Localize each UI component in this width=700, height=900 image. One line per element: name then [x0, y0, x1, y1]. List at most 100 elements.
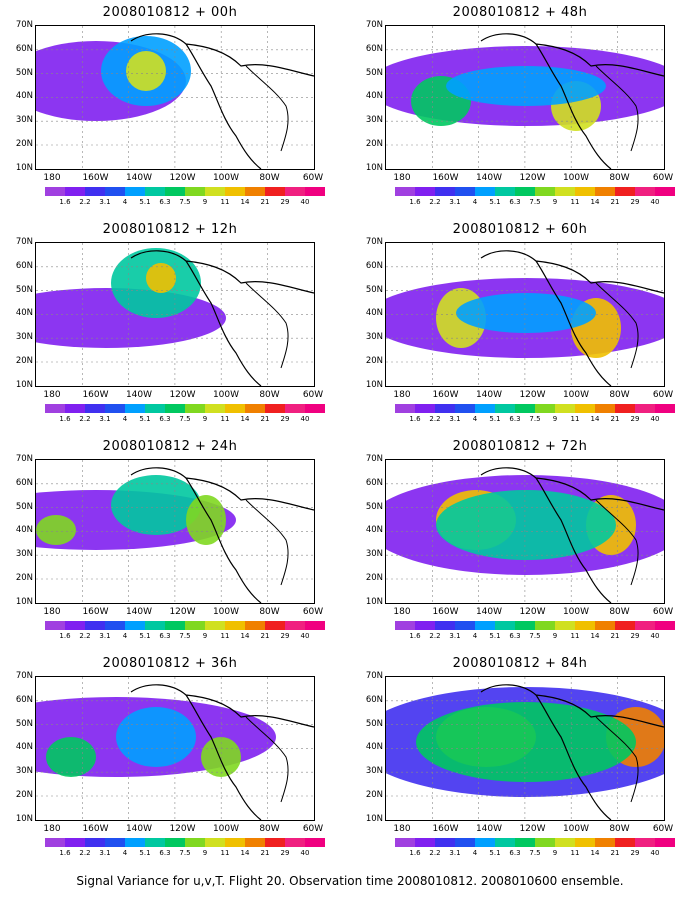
longitude-label: 140W: [125, 607, 153, 617]
colorbar-label: 1.6: [409, 415, 421, 423]
variance-map: [35, 25, 315, 170]
longitude-label: 160W: [82, 173, 109, 183]
longitude-label: 100W: [212, 824, 240, 834]
colorbar-label: 5.1: [139, 198, 151, 206]
colorbar-label: 4: [122, 415, 128, 423]
latitude-label: 20N: [15, 356, 33, 366]
panel-title: 2008010812 + 48h: [452, 5, 588, 20]
longitude-label: 120W: [169, 390, 196, 400]
colorbar-label: 1.6: [59, 198, 71, 206]
colorbar: [45, 404, 325, 413]
longitude-label: 140W: [475, 390, 503, 400]
colorbar-swatch: [555, 838, 575, 847]
latitude-label: 60N: [15, 43, 33, 54]
latitude-label: 60N: [365, 260, 383, 271]
colorbar-label: 14: [240, 415, 250, 423]
latitude-label: 30N: [365, 332, 383, 343]
colorbar-label: 2.2: [79, 415, 91, 423]
latitude-label: 40N: [365, 308, 383, 319]
latitude-label: 30N: [15, 549, 33, 560]
longitude-label: 160W: [82, 824, 109, 834]
colorbar-label: 9: [202, 849, 208, 857]
colorbar-label: 4: [472, 415, 478, 423]
longitude-label: 100W: [562, 607, 590, 617]
longitude-label: 180: [43, 173, 61, 183]
colorbar-swatch: [45, 187, 65, 196]
colorbar-swatch: [165, 187, 185, 196]
longitude-label: 80W: [609, 173, 630, 183]
colorbar-swatch: [515, 838, 535, 847]
colorbar-label: 21: [610, 849, 620, 857]
colorbar-swatch: [145, 404, 165, 413]
latitude-label: 10N: [365, 813, 383, 824]
panel-title: 2008010812 + 00h: [102, 5, 238, 20]
colorbar-swatch: [575, 404, 595, 413]
colorbar-label: 14: [590, 415, 600, 423]
colorbar-swatch: [205, 187, 225, 196]
colorbar-label: 11: [570, 849, 580, 857]
latitude-label: 50N: [15, 718, 33, 729]
colorbar-swatch: [185, 187, 205, 196]
latitude-label: 70N: [365, 454, 383, 464]
colorbar-swatch: [185, 621, 205, 630]
latitude-label: 20N: [15, 139, 33, 149]
colorbar-label: 9: [552, 632, 558, 640]
colorbar-swatch: [395, 404, 415, 413]
latitude-label: 10N: [365, 162, 383, 173]
colorbar-label: 4: [472, 849, 478, 857]
colorbar-label: 11: [220, 415, 230, 423]
colorbar-swatch: [555, 187, 575, 196]
colorbar-swatch: [435, 404, 455, 413]
colorbar-label: 7.5: [529, 849, 541, 857]
longitude-label: 160W: [432, 824, 459, 834]
colorbar-swatch: [415, 838, 435, 847]
colorbar-swatch: [455, 404, 475, 413]
latitude-label: 70N: [15, 237, 33, 247]
colorbar-swatch: [205, 838, 225, 847]
colorbar-label: 29: [280, 849, 290, 857]
colorbar: [45, 621, 325, 630]
colorbar-swatch: [225, 404, 245, 413]
colorbar-swatch: [435, 838, 455, 847]
variance-map: [385, 676, 665, 821]
colorbar-swatch: [145, 621, 165, 630]
longitude-label: 180: [43, 607, 61, 617]
longitude-label: 80W: [259, 824, 280, 834]
longitude-label: 160W: [82, 390, 109, 400]
colorbar-swatch: [575, 838, 595, 847]
colorbar-swatch: [165, 621, 185, 630]
longitude-label: 120W: [169, 607, 196, 617]
colorbar-swatch: [165, 404, 185, 413]
longitude-label: 80W: [609, 607, 630, 617]
colorbar-label: 6.3: [509, 632, 521, 640]
colorbar-swatch: [435, 621, 455, 630]
latitude-label: 50N: [15, 501, 33, 512]
colorbar-label: 40: [650, 849, 660, 857]
colorbar-swatch: [395, 838, 415, 847]
colorbar-label: 7.5: [179, 415, 191, 423]
latitude-label: 10N: [15, 379, 33, 390]
colorbar-swatch: [615, 621, 635, 630]
longitude-label: 160W: [432, 173, 459, 183]
colorbar-label: 4: [122, 632, 128, 640]
colorbar-swatch: [635, 187, 655, 196]
colorbar-swatch: [265, 621, 285, 630]
colorbar-label: 9: [202, 632, 208, 640]
latitude-label: 30N: [365, 115, 383, 126]
latitude-label: 70N: [365, 20, 383, 30]
colorbar-label: 11: [570, 632, 580, 640]
longitude-label: 160W: [432, 607, 459, 617]
colorbar-swatch: [65, 838, 85, 847]
colorbar-swatch: [475, 404, 495, 413]
colorbar-swatch: [125, 838, 145, 847]
colorbar-label: 14: [590, 198, 600, 206]
colorbar-label: 29: [630, 632, 640, 640]
colorbar-label: 6.3: [159, 849, 171, 857]
variance-map: [385, 459, 665, 604]
colorbar-swatch: [125, 621, 145, 630]
colorbar-label: 2.2: [429, 849, 441, 857]
longitude-label: 140W: [475, 824, 503, 834]
longitude-label: 100W: [212, 607, 240, 617]
colorbar-label: 6.3: [159, 632, 171, 640]
colorbar-swatch: [535, 621, 555, 630]
